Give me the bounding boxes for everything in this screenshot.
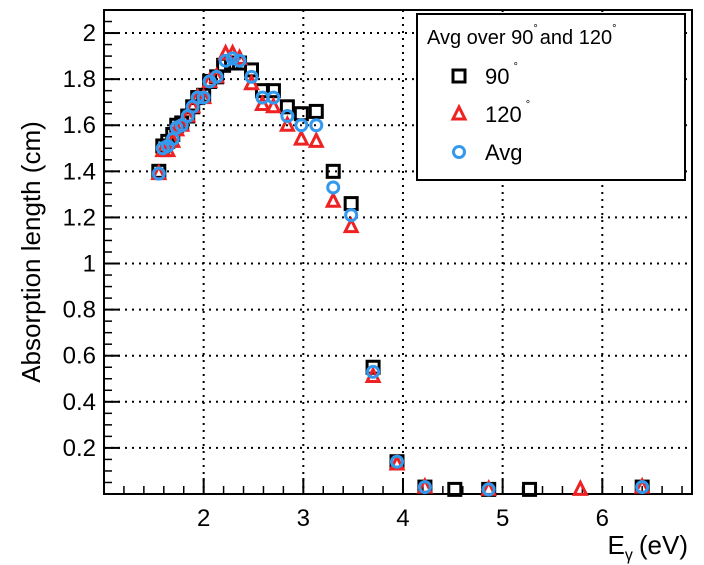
y-tick-label: 1.4: [63, 158, 96, 185]
legend-label-avg: Avg: [485, 140, 523, 165]
data-point-avg: [294, 118, 309, 133]
legend-marker-avg: [452, 145, 466, 159]
data-point-90: [365, 359, 381, 375]
y-tick-label: 2: [83, 20, 96, 47]
data-point-avg: [326, 180, 341, 195]
y-tick-label: 0.4: [63, 389, 96, 416]
x-tick-label: 2: [197, 505, 210, 532]
data-point-avg: [266, 90, 281, 105]
data-point-avg: [280, 109, 295, 124]
y-tick-label: 0.8: [63, 297, 96, 324]
data-point-avg: [174, 118, 189, 133]
data-point-avg: [165, 132, 180, 147]
data-point-120: [292, 128, 310, 146]
legend-box: [416, 13, 686, 181]
x-axis-title-subscript: γ: [625, 547, 633, 564]
legend-title-part2: and 120: [540, 27, 612, 49]
legend-marker-90: [451, 68, 467, 84]
y-tick-label: 1: [83, 251, 96, 278]
data-point-90: [293, 106, 309, 122]
x-axis-title-unit: (eV): [639, 530, 688, 560]
y-tick-label: 1.8: [63, 66, 96, 93]
data-point-avg: [232, 53, 247, 68]
legend-degree-mark: °: [513, 61, 517, 73]
data-point-120: [307, 131, 325, 148]
series-avg: [151, 51, 650, 497]
x-axis-title: Eγ (eV): [608, 530, 688, 564]
legend-title-degree-1: °: [533, 23, 537, 35]
data-point-90: [447, 481, 463, 497]
data-point-avg: [417, 480, 432, 495]
x-axis-title-symbol: E: [608, 530, 625, 560]
data-point-avg: [390, 454, 405, 469]
data-point-avg: [225, 51, 240, 66]
data-point-avg: [481, 482, 496, 497]
y-tick-label: 1.2: [63, 204, 96, 231]
data-point-avg: [190, 90, 205, 105]
data-point-avg: [218, 53, 233, 68]
y-tick-label: 1.6: [63, 112, 96, 139]
data-point-avg: [344, 208, 359, 223]
data-point-90: [522, 481, 538, 497]
data-points: [150, 43, 651, 497]
x-tick-label: 6: [596, 505, 609, 532]
data-point-120: [571, 479, 589, 496]
data-point-avg: [309, 118, 324, 133]
legend-degree-mark: °: [526, 99, 530, 111]
data-point-120: [324, 190, 342, 208]
legend-title: Avg over 90° and 120°: [427, 23, 616, 49]
legend-title-degree-2: °: [612, 23, 616, 35]
x-tick-label: 3: [297, 505, 310, 532]
legend-marker-120: [450, 103, 468, 121]
data-point-avg: [151, 166, 166, 181]
x-tick-label: 4: [396, 505, 409, 532]
legend: Avg over 90° and 120° 90 °120 °Avg: [416, 13, 686, 181]
data-point-120: [278, 114, 296, 132]
data-point-90: [308, 103, 324, 119]
data-point-avg: [244, 69, 259, 84]
data-point-90: [325, 163, 341, 179]
y-tick-label: 0.6: [63, 343, 96, 370]
y-axis-title: Absorption length (cm): [16, 121, 46, 383]
axis-ticks: 0.2 0.4 0.6 0.8 1 1.2 1.4 1.6 1.8 2 2 3 4 5 6: [63, 20, 683, 532]
data-point-avg: [196, 90, 211, 105]
data-point-120: [388, 453, 406, 471]
x-tick-label: 5: [496, 505, 509, 532]
data-point-avg: [635, 480, 650, 495]
data-point-90: [279, 99, 295, 115]
y-tick-label: 0.2: [63, 435, 96, 462]
data-point-avg: [366, 364, 381, 379]
data-point-90: [343, 196, 359, 212]
data-point-120: [342, 216, 360, 234]
legend-title-part1: Avg over 90: [427, 27, 533, 49]
data-point-120: [264, 96, 282, 114]
data-point-avg: [209, 69, 224, 84]
